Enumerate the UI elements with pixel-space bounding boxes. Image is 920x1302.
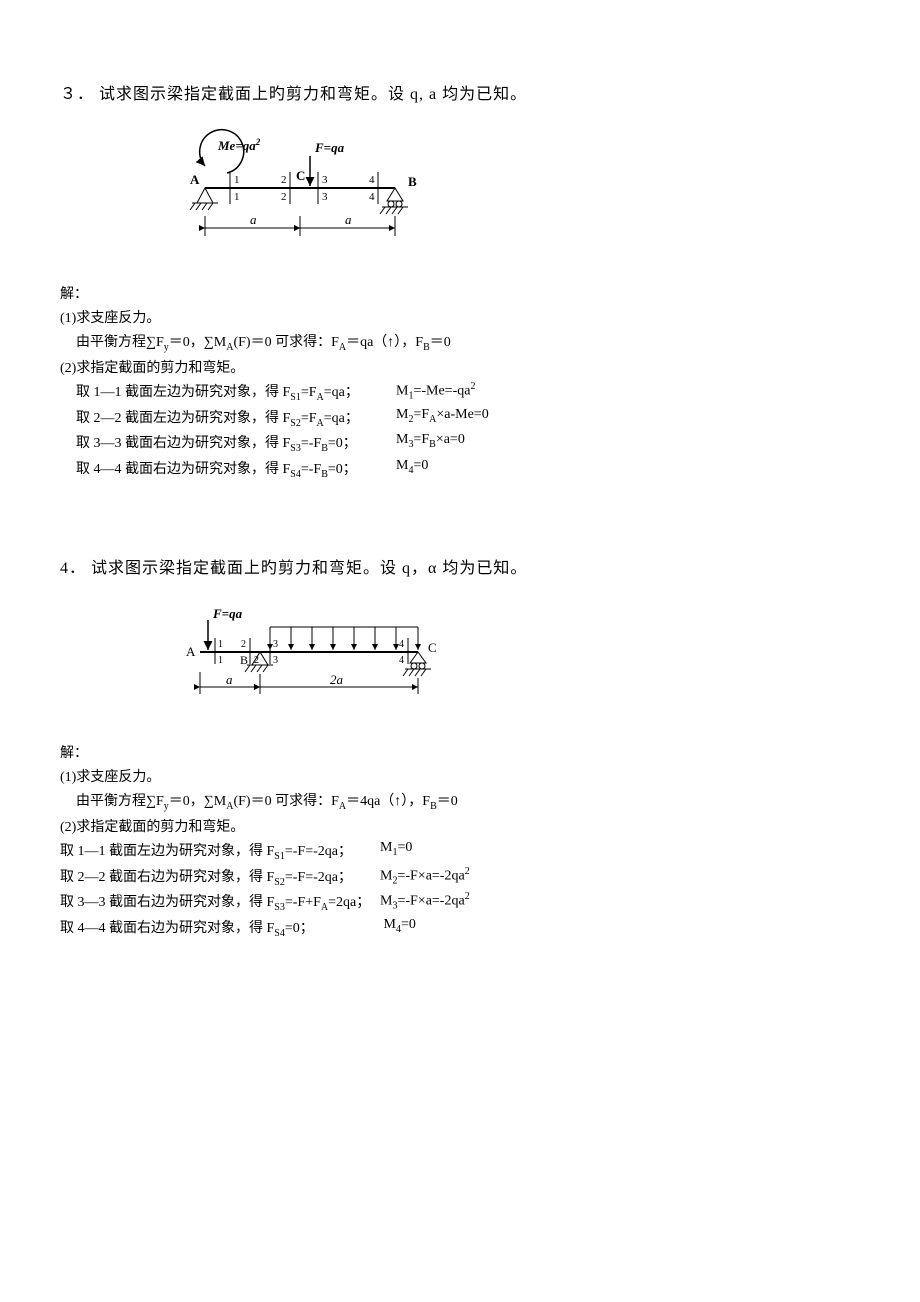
svg-text:C: C bbox=[296, 168, 305, 183]
p4-step2-label: (2)求指定截面的剪力和弯矩。 bbox=[60, 816, 860, 836]
p4-row1: 取 1—1 截面左边为研究对象，得 FS1=-F=-2qa； M1=0 bbox=[60, 840, 860, 862]
p3-step2-label: (2)求指定截面的剪力和弯矩。 bbox=[60, 357, 860, 377]
p4-row3: 取 3—3 截面右边为研究对象，得 FS3=-F+FA=2qa； M3=-F×a… bbox=[60, 891, 860, 913]
svg-text:F=qa: F=qa bbox=[212, 606, 243, 621]
svg-text:C: C bbox=[428, 640, 437, 655]
svg-text:4: 4 bbox=[369, 174, 375, 186]
p3-row1: 取 1—1 截面左边为研究对象，得 FS1=FA=qa； M1=-Me=-qa2 bbox=[60, 381, 860, 403]
p3-step1-label: (1)求支座反力。 bbox=[60, 307, 860, 327]
svg-text:1: 1 bbox=[234, 191, 240, 203]
p3-row3: 取 3—3 截面右边为研究对象，得 FS3=-FB=0； M3=FB×a=0 bbox=[60, 432, 860, 454]
svg-text:1: 1 bbox=[218, 655, 223, 666]
svg-text:B: B bbox=[408, 174, 417, 189]
svg-text:2: 2 bbox=[241, 639, 246, 650]
svg-text:a: a bbox=[345, 212, 352, 227]
p3-step1-eq: 由平衡方程∑Fy＝0，∑MA(F)＝0 可求得：FA＝qa（↑），FB＝0 bbox=[60, 331, 860, 353]
problem3-title: ３． 试求图示梁指定截面上旳剪力和弯矩。设 q, a 均为已知。 bbox=[60, 80, 860, 104]
p3-solution-label: 解： bbox=[60, 283, 860, 303]
moment-label: Me=qa2 bbox=[217, 137, 261, 153]
p3-row2: 取 2—2 截面左边为研究对象，得 FS2=FA=qa； M2=FA×a-Me=… bbox=[60, 407, 860, 429]
svg-text:1: 1 bbox=[234, 174, 240, 186]
p4-row4: 取 4—4 截面右边为研究对象，得 FS4=0； M4=0 bbox=[60, 917, 860, 939]
p4-step1-eq: 由平衡方程∑Fy＝0，∑MA(F)＝0 可求得：FA＝4qa（↑），FB＝0 bbox=[60, 790, 860, 812]
svg-text:2: 2 bbox=[281, 174, 287, 186]
svg-text:2: 2 bbox=[254, 655, 259, 666]
svg-text:4: 4 bbox=[399, 639, 404, 650]
p4-solution-label: 解： bbox=[60, 742, 860, 762]
svg-text:4: 4 bbox=[399, 655, 404, 666]
svg-text:a: a bbox=[226, 672, 233, 687]
svg-text:4: 4 bbox=[369, 191, 375, 203]
problem4-title: 4． 试求图示梁指定截面上旳剪力和弯矩。设 q，α 均为已知。 bbox=[60, 554, 860, 578]
problem3-figure: 1 1 2 2 3 3 4 4 Me=qa2 F=qa A C B a a bbox=[170, 128, 860, 253]
svg-text:3: 3 bbox=[322, 191, 328, 203]
svg-text:a: a bbox=[250, 212, 257, 227]
problem3-number: ３． bbox=[60, 86, 94, 103]
p3-row4: 取 4—4 截面右边为研究对象，得 FS4=-FB=0； M4=0 bbox=[60, 458, 860, 480]
svg-text:2a: 2a bbox=[330, 672, 344, 687]
svg-text:A: A bbox=[190, 172, 200, 187]
svg-text:3: 3 bbox=[273, 655, 278, 666]
svg-text:1: 1 bbox=[218, 639, 223, 650]
p4-row2: 取 2—2 截面右边为研究对象，得 FS2=-F=-2qa； M2=-F×a=-… bbox=[60, 866, 860, 888]
problem4-number: 4． bbox=[60, 560, 86, 577]
svg-text:3: 3 bbox=[273, 639, 278, 650]
p4-step1-label: (1)求支座反力。 bbox=[60, 766, 860, 786]
svg-text:2: 2 bbox=[281, 191, 287, 203]
force-label: F=qa bbox=[314, 140, 345, 155]
svg-text:3: 3 bbox=[322, 174, 328, 186]
svg-text:B: B bbox=[240, 653, 248, 667]
problem4-text: 试求图示梁指定截面上旳剪力和弯矩。设 q，α 均为已知。 bbox=[91, 560, 527, 577]
problem3-text: 试求图示梁指定截面上旳剪力和弯矩。设 q, a 均为已知。 bbox=[99, 86, 527, 103]
problem4-figure: 1 1 22 3 3 4 4 F=qa A B C a 2a bbox=[170, 602, 860, 712]
svg-text:A: A bbox=[186, 644, 196, 659]
